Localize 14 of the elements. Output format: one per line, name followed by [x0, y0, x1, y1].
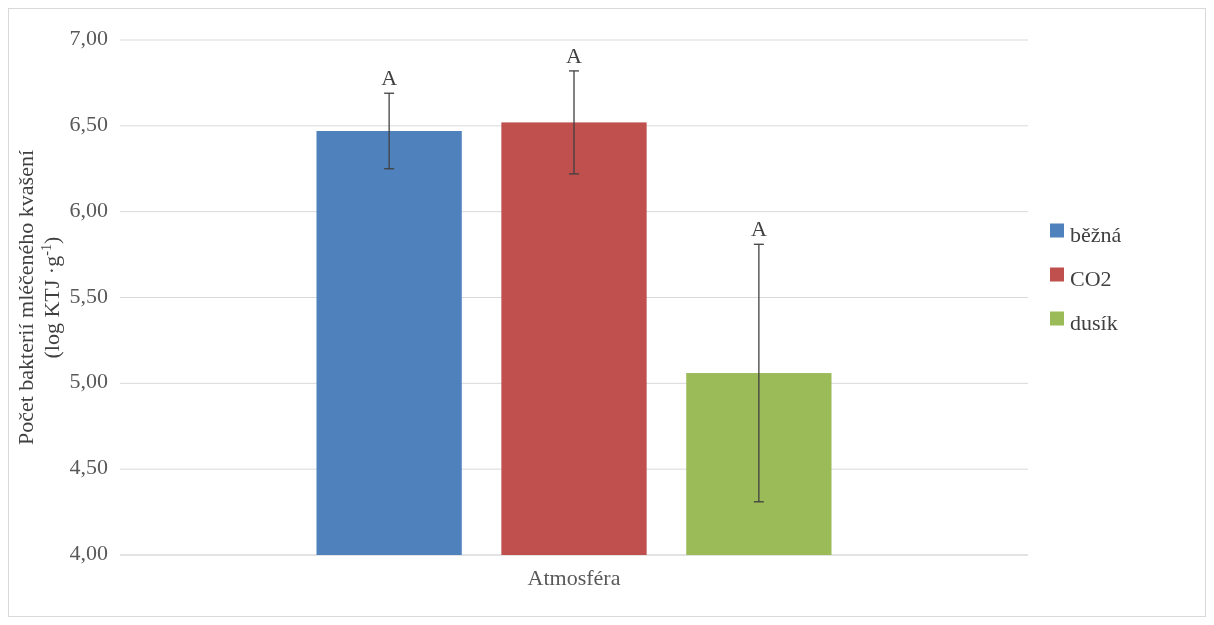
annotation: A: [381, 65, 398, 91]
y-tick-label: 4,50: [69, 454, 108, 480]
y-tick-label: 4,00: [69, 540, 108, 566]
y-tick-label: 5,50: [69, 282, 108, 308]
annotation: A: [750, 216, 767, 242]
x-tick-label: Atmosféra: [527, 565, 621, 590]
legend-label: CO2: [1070, 265, 1112, 291]
annotation: A: [566, 42, 583, 68]
legend-label: dusík: [1070, 309, 1118, 335]
y-tick-label: 7,00: [69, 25, 108, 51]
y-tick-label: 6,50: [69, 110, 108, 136]
y-tick-label: 6,00: [69, 196, 108, 222]
legend-label: běžná: [1070, 221, 1122, 247]
y-tick-label: 5,00: [69, 368, 108, 394]
